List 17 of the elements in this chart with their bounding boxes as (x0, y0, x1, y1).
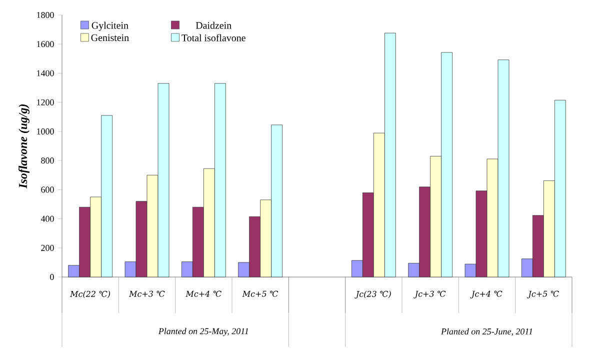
y-axis-title: Isoflavone (ug/g) (18, 104, 30, 188)
y-tick-label: 1200 (37, 99, 54, 106)
legend-label: Gylcitein (92, 22, 128, 31)
legend-label: Genistein (91, 34, 129, 42)
y-tick-label: 400 (40, 216, 54, 222)
y-tick-label: 1800 (37, 12, 54, 18)
y-tick-label: 200 (41, 244, 54, 251)
y-tick-label: 1000 (37, 128, 54, 134)
y-tick-label: 800 (41, 158, 54, 164)
text: Planted on 25-May, 2011 (158, 328, 248, 336)
legend-label: Total isoflavone (182, 34, 246, 42)
text: Planted on 25-June, 2011 (440, 328, 532, 336)
y-tick-label: 1400 (37, 70, 54, 76)
y-tick-label: 1600 (37, 41, 54, 48)
y-tick-label: 0 (50, 274, 54, 280)
y-tick-label: 600 (41, 186, 54, 193)
legend-label: Daidzein (196, 22, 232, 29)
